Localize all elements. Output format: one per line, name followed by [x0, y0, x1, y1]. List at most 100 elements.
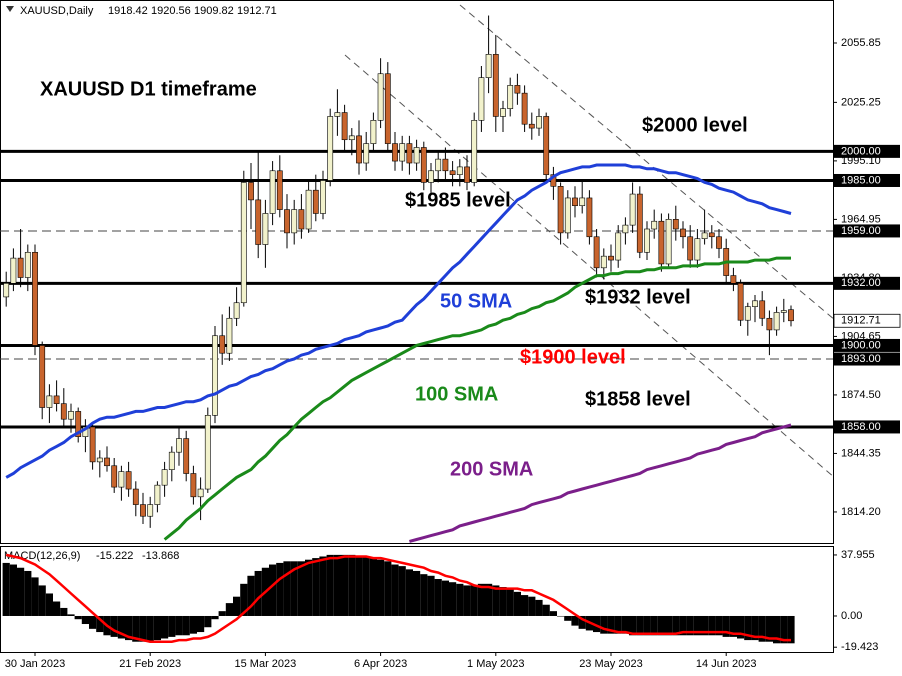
signal-line	[5, 553, 791, 643]
macd-bar	[153, 615, 161, 641]
candle-body	[356, 135, 362, 164]
candle-body	[147, 504, 154, 517]
macd-bar	[737, 615, 745, 639]
macd-bar	[744, 615, 752, 641]
level-label-box	[834, 173, 900, 187]
level-label: 1893.00	[841, 353, 881, 365]
candle-body	[694, 238, 701, 261]
candle-body	[276, 170, 283, 210]
macd-bar	[89, 615, 97, 629]
macd-bar	[607, 615, 615, 634]
candle-body	[428, 170, 434, 183]
level-label: 1985.00	[841, 174, 881, 186]
macd-bar	[31, 577, 39, 616]
candle-body	[543, 116, 550, 175]
candle-body	[183, 438, 190, 474]
candle-body	[492, 54, 499, 117]
macd-bar	[182, 615, 190, 636]
level-label-box	[834, 224, 900, 238]
macd-bar	[657, 615, 665, 636]
candle-body	[658, 220, 665, 265]
last-price-label: 1912.71	[841, 315, 881, 327]
symbol-icon	[6, 6, 14, 12]
y-tick-label: 2055.85	[841, 37, 881, 49]
candle-body	[622, 224, 629, 234]
level-note: $1858 level	[585, 388, 691, 410]
macd-bar	[117, 615, 125, 639]
trend-line	[459, 4, 836, 321]
macd-bar	[53, 601, 61, 616]
macd-panel-frame	[0, 546, 834, 653]
candle-body	[75, 411, 82, 437]
macd-bar	[218, 611, 226, 616]
header-close: 1912.71	[237, 5, 277, 17]
macd-bar	[369, 558, 377, 616]
level-label: 2000.00	[841, 145, 881, 157]
candle-body	[449, 170, 456, 175]
x-tick-label: 23 May 2023	[579, 658, 643, 670]
chart-annotation: XAUUSD D1 timeframe	[40, 78, 257, 100]
candle-body	[248, 182, 254, 201]
x-tick-label: 30 Jan 2023	[5, 658, 66, 670]
x-tick-label: 6 Apr 2023	[354, 658, 407, 670]
y-tick-label: 1814.20	[841, 506, 881, 518]
macd-bar	[557, 615, 565, 617]
candle-body	[788, 309, 794, 322]
candle-body	[176, 438, 182, 453]
macd-bar	[686, 615, 694, 636]
macd-bar	[125, 615, 133, 641]
candle-body	[32, 251, 38, 346]
macd-bar	[290, 561, 298, 616]
macd-bar	[297, 561, 305, 616]
y-tick-label: 1874.50	[841, 389, 881, 401]
macd-bar	[211, 615, 219, 620]
macd-bar	[571, 615, 579, 626]
candle-body	[680, 228, 686, 238]
macd-bar	[197, 615, 205, 633]
macd-bar	[305, 559, 313, 616]
candle-body	[701, 232, 708, 240]
macd-bar	[391, 564, 399, 616]
candle-body	[708, 232, 715, 238]
candle-body	[255, 199, 262, 245]
macd-bar	[729, 615, 737, 637]
macd-bar	[441, 580, 449, 616]
candle-body	[233, 302, 240, 319]
macd-bar	[715, 615, 723, 636]
header-open: 1918.42	[108, 5, 148, 17]
macd-value: -15.222	[96, 550, 133, 562]
macd-bar	[81, 615, 89, 625]
candle-body	[435, 158, 442, 172]
macd-bar	[17, 567, 25, 616]
candle-body	[377, 73, 384, 121]
candle-body	[615, 232, 622, 261]
macd-bar	[477, 583, 485, 616]
candle-body	[579, 197, 586, 207]
candle-body	[384, 73, 391, 144]
candle-body	[564, 197, 571, 234]
header-high: 1920.56	[151, 5, 191, 17]
candle-body	[730, 275, 737, 284]
macd-bar	[578, 615, 586, 629]
candle-body	[737, 283, 744, 321]
candle-body	[766, 317, 773, 331]
level-note: $2000 level	[642, 114, 748, 136]
candle-body	[219, 335, 226, 354]
level-label: 1932.00	[841, 277, 881, 289]
candle-body	[312, 189, 319, 214]
sma-label: 200 SMA	[450, 458, 533, 480]
macd-bar	[708, 615, 716, 636]
candle-body	[536, 116, 542, 129]
candle-body	[557, 186, 564, 234]
candle-body	[636, 193, 643, 253]
macd-bar	[204, 615, 212, 628]
candle-body	[60, 403, 67, 420]
macd-bar	[254, 570, 262, 616]
candle-body	[140, 504, 146, 517]
candle-body	[204, 415, 211, 490]
level-label: 1959.00	[841, 225, 881, 237]
macd-bar	[643, 615, 651, 636]
candle-body	[3, 283, 10, 298]
candle-body	[17, 257, 24, 278]
